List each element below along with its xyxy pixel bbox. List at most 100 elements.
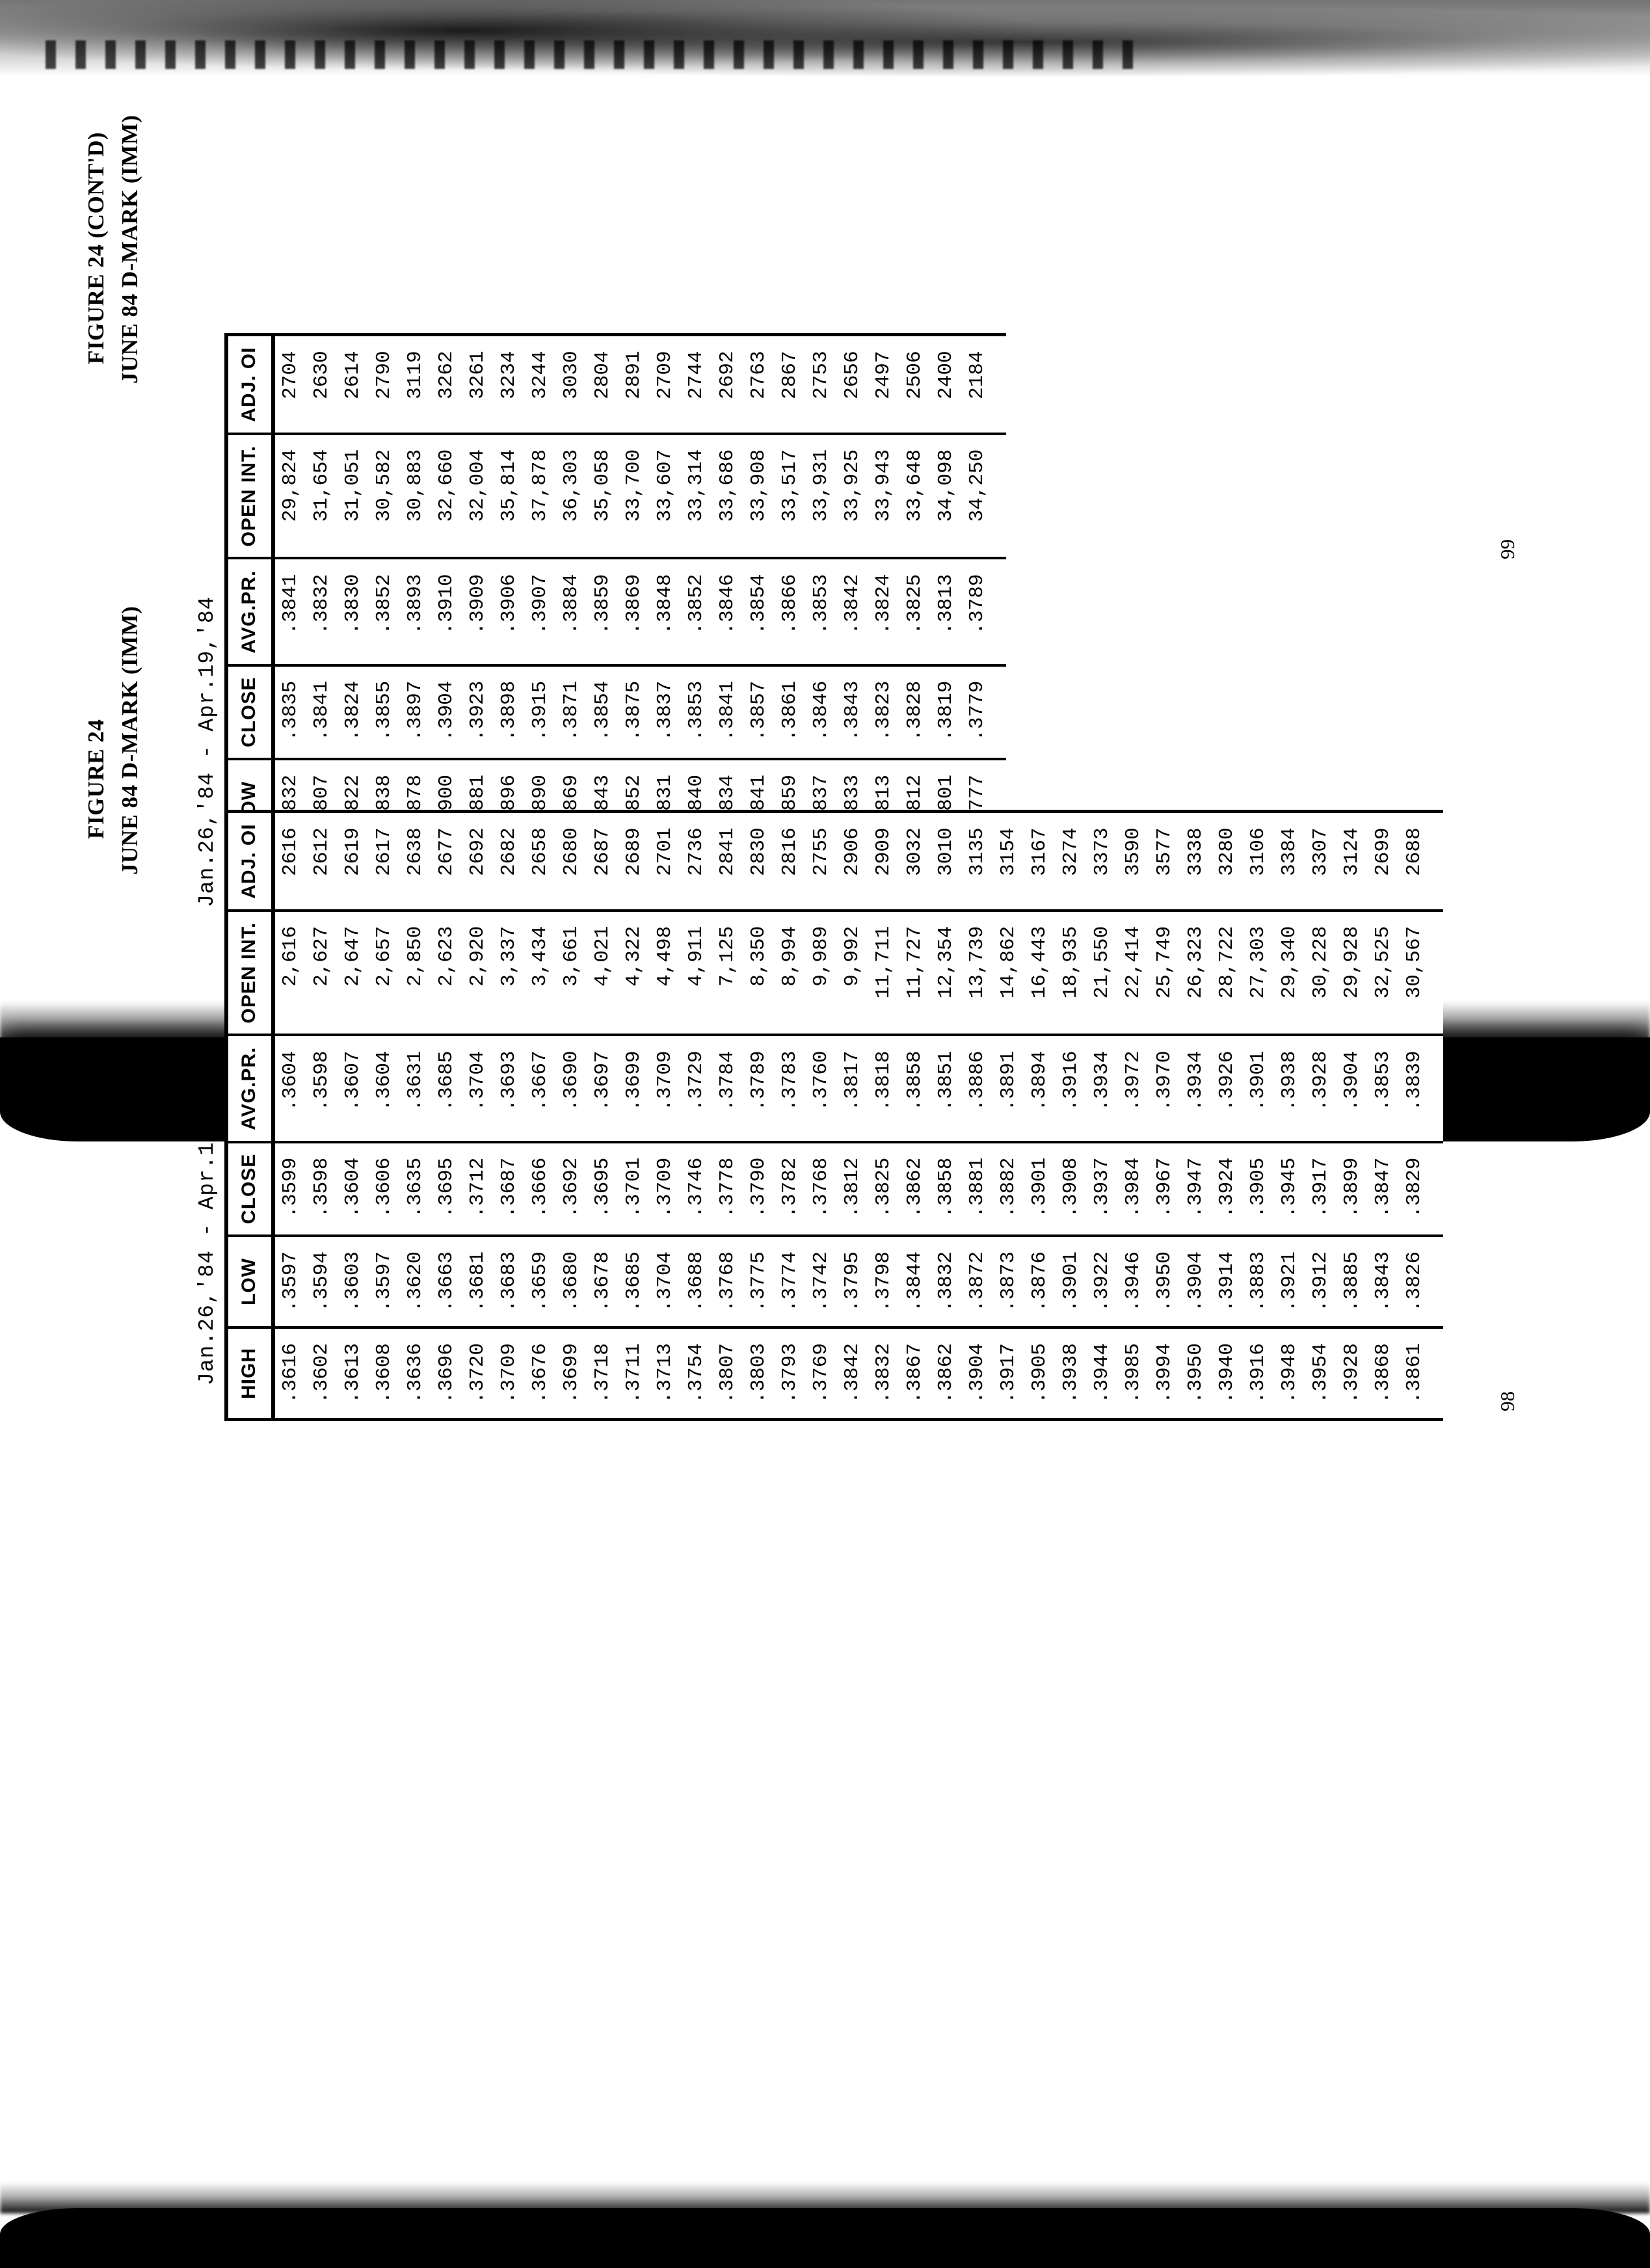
cell-low: .3768: [712, 1235, 743, 1327]
cell-close: .3835: [273, 665, 306, 759]
cell-low: .3597: [369, 1235, 400, 1327]
table-row: .3916.3883.3905.3901 27,303 3106: [1243, 811, 1274, 1420]
cell-avg-pr: .3869: [619, 558, 650, 665]
cell-open-int: 2,623: [431, 910, 462, 1035]
cell-open-int: 26,323: [1180, 910, 1212, 1035]
cell-avg-pr: .3916: [1056, 1035, 1087, 1142]
page-98-table-body: .3616.3597.3599.3604 2,616 2616.3602.3594.…: [273, 811, 1443, 1420]
cell-close: .3824: [338, 665, 369, 759]
cell-avg-pr: .3699: [619, 1035, 650, 1142]
cell-adj-oi: 2841: [712, 811, 743, 911]
cell-avg-pr: .3697: [587, 1035, 619, 1142]
cell-open-int: 2,627: [306, 910, 338, 1035]
cell-adj-oi: 2630: [306, 334, 338, 434]
table-row: .3807.3768.3778.3784 7,125 2841: [712, 811, 743, 1420]
cell-low: .3688: [681, 1235, 712, 1327]
cell-open-int: 7,125: [712, 910, 743, 1035]
cell-open-int: 29,340: [1274, 910, 1305, 1035]
cell-high: .3602: [306, 1327, 338, 1420]
cell-close: .3984: [1118, 1141, 1149, 1236]
cell-low: .3603: [338, 1235, 369, 1327]
cell-avg-pr: .3894: [1024, 1035, 1056, 1142]
cell-adj-oi: 2680: [556, 811, 587, 911]
cell-close: .3899: [1337, 1141, 1368, 1236]
cell-adj-oi: 3338: [1180, 811, 1212, 911]
page-98-date-range: Jan.26,'84 - Apr.19,'84: [195, 1074, 219, 1385]
cell-avg-pr: .3866: [775, 558, 806, 665]
cell-close: .3908: [1056, 1141, 1087, 1236]
cell-open-int: 34,098: [931, 433, 962, 559]
cell-open-int: 4,911: [681, 910, 712, 1035]
cell-adj-oi: 3119: [400, 334, 431, 434]
cell-high: .3608: [369, 1327, 400, 1420]
spacer-cell: [1430, 811, 1443, 911]
cell-open-int: 32,525: [1368, 910, 1399, 1035]
cell-adj-oi: 3280: [1212, 811, 1243, 911]
cell-avg-pr: .3884: [556, 558, 587, 665]
cell-low: .3876: [1024, 1235, 1056, 1327]
table-row: .3754.3688.3746.3729 4,911 2736: [681, 811, 712, 1420]
col-header-open-int[interactable]: OPEN INT.: [226, 433, 273, 559]
table-row: .3985.3946.3984.3972 22,414 3590: [1118, 811, 1149, 1420]
col-header-low[interactable]: LOW: [226, 1235, 273, 1327]
cell-close: .3837: [650, 665, 681, 759]
cell-close: .3898: [494, 665, 525, 759]
cell-low: .3742: [806, 1235, 837, 1327]
cell-adj-oi: 2701: [650, 811, 681, 911]
col-header-high[interactable]: HIGH: [226, 1327, 273, 1420]
cell-open-int: 25,749: [1149, 910, 1180, 1035]
cell-adj-oi: 3234: [494, 334, 525, 434]
cell-open-int: 16,443: [1024, 910, 1056, 1035]
page-98-price-table: HIGH LOW CLOSE AVG.PR. OPEN INT. ADJ. OI…: [224, 810, 1443, 1421]
col-header-close[interactable]: CLOSE: [226, 1141, 273, 1236]
col-header-open-int[interactable]: OPEN INT.: [226, 910, 273, 1035]
table-bottom-spacer: [1430, 811, 1443, 1420]
col-header-avgpr[interactable]: AVG.PR.: [226, 558, 273, 665]
table-row: .3803.3775.3790.3789 8,350 2830: [743, 811, 775, 1420]
cell-low: .3659: [525, 1235, 556, 1327]
cell-adj-oi: 2656: [837, 334, 868, 434]
cell-avg-pr: .3760: [806, 1035, 837, 1142]
spacer-cell: [1430, 1141, 1443, 1236]
col-header-adj-oi[interactable]: ADJ. OI: [226, 811, 273, 911]
col-header-adj-oi[interactable]: ADJ. OI: [226, 334, 273, 434]
cell-high: .3699: [556, 1327, 587, 1420]
cell-avg-pr: .3783: [775, 1035, 806, 1142]
spacer-cell: [993, 558, 1006, 665]
cell-close: .3782: [775, 1141, 806, 1236]
col-header-avgpr[interactable]: AVG.PR.: [226, 1035, 273, 1142]
cell-open-int: 27,303: [1243, 910, 1274, 1035]
cell-high: .3803: [743, 1327, 775, 1420]
cell-avg-pr: .3910: [431, 558, 462, 665]
table-row: .3994.3950.3967.3970 25,749 3577: [1149, 811, 1180, 1420]
cell-open-int: 9,989: [806, 910, 837, 1035]
cell-close: .3905: [1243, 1141, 1274, 1236]
col-header-close[interactable]: CLOSE: [226, 665, 273, 759]
cell-avg-pr: .3830: [338, 558, 369, 665]
page-99-page-number: 99: [1496, 539, 1519, 559]
cell-open-int: 36,303: [556, 433, 587, 559]
table-row: .3676.3659.3666.3667 3,434 2658: [525, 811, 556, 1420]
cell-adj-oi: 2744: [681, 334, 712, 434]
cell-avg-pr: .3817: [837, 1035, 868, 1142]
cell-low: .3914: [1212, 1235, 1243, 1327]
cell-avg-pr: .3893: [400, 558, 431, 665]
cell-close: .3825: [868, 1141, 899, 1236]
cell-close: .3692: [556, 1141, 587, 1236]
cell-avg-pr: .3854: [743, 558, 775, 665]
cell-close: .3666: [525, 1141, 556, 1236]
cell-close: .3901: [1024, 1141, 1056, 1236]
cell-open-int: 28,722: [1212, 910, 1243, 1035]
cell-adj-oi: 3262: [431, 334, 462, 434]
cell-adj-oi: 2400: [931, 334, 962, 434]
cell-adj-oi: 2709: [650, 334, 681, 434]
table-row: .3842.3795.3812.3817 9,992 2906: [837, 811, 868, 1420]
cell-open-int: 29,928: [1337, 910, 1368, 1035]
table-row: .3616.3597.3599.3604 2,616 2616: [273, 811, 306, 1420]
cell-adj-oi: 3135: [962, 811, 993, 911]
cell-open-int: 4,498: [650, 910, 681, 1035]
table-row: .3713.3704.3709.3709 4,498 2701: [650, 811, 681, 1420]
page-98-figure-title-line1: FIGURE 24: [83, 719, 109, 839]
cell-low: .3704: [650, 1235, 681, 1327]
cell-low: .3872: [962, 1235, 993, 1327]
